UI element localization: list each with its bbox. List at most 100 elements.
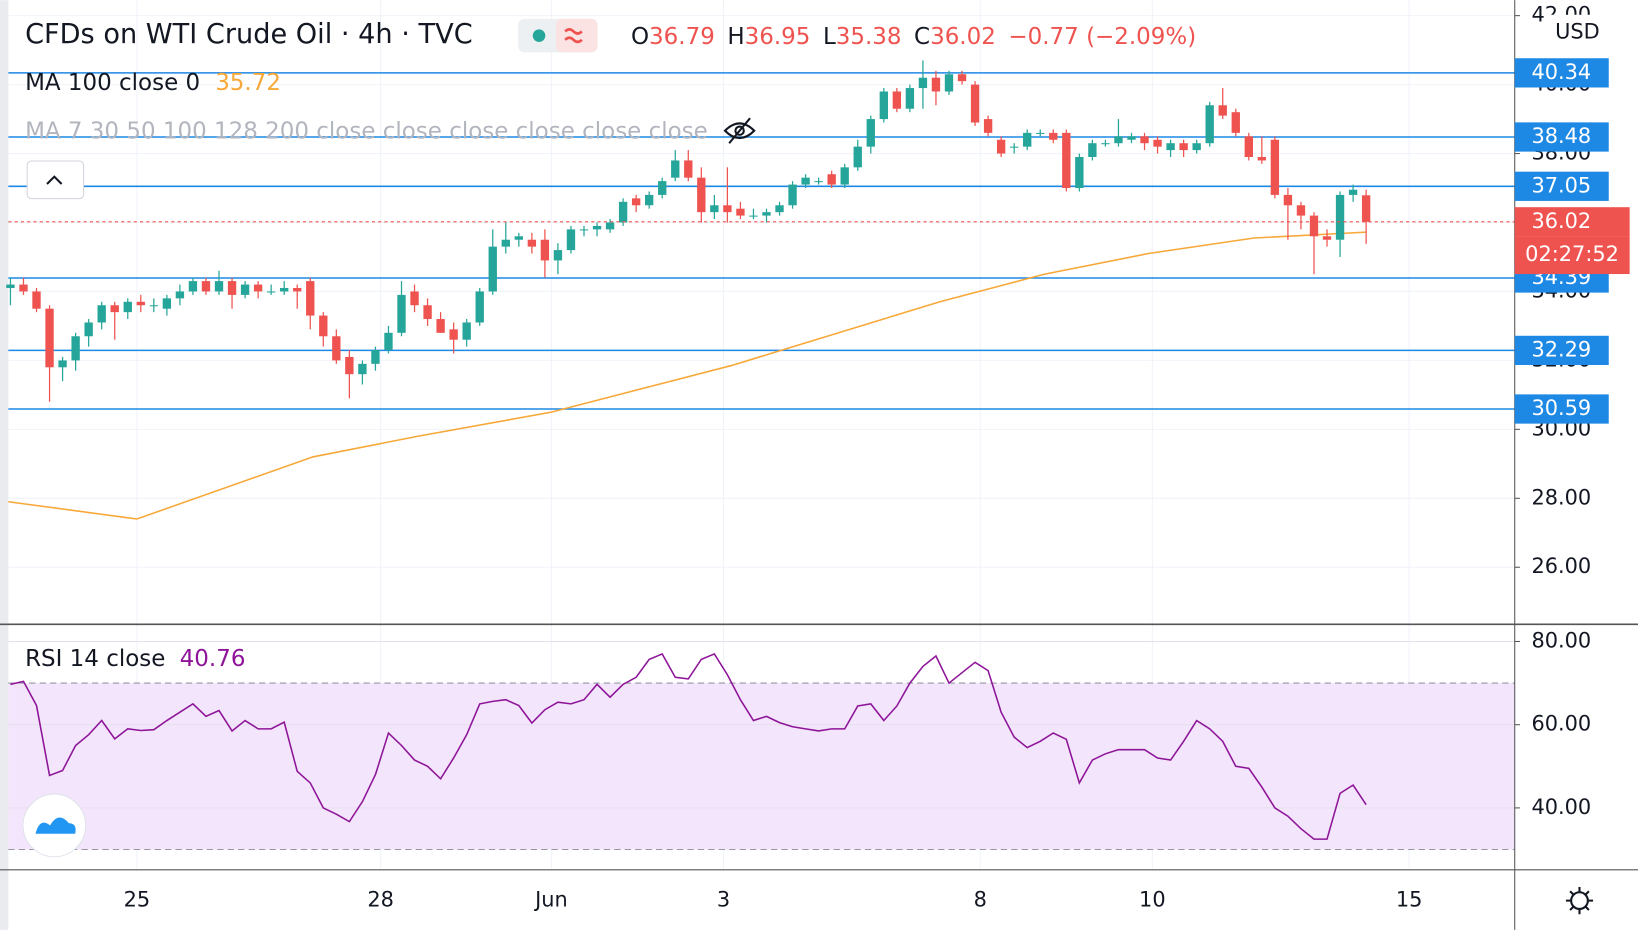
y-tick-label: 80.00 (1531, 628, 1591, 652)
candle-body (697, 177, 706, 213)
gear-teeth (1565, 887, 1594, 915)
ma-legend-value: 35.72 (215, 70, 281, 96)
eye-slash (728, 117, 751, 144)
candle-body (892, 91, 902, 109)
rsi-legend-name: RSI 14 close (25, 646, 165, 672)
candle-body (983, 119, 993, 133)
candle-body (319, 315, 328, 337)
candle-body (227, 281, 237, 295)
level-label-bg (1514, 58, 1609, 88)
level-label-bg (1514, 394, 1609, 424)
candle-body (1361, 195, 1371, 222)
x-tick-label: 8 (974, 888, 987, 912)
candle-body (1257, 156, 1267, 161)
logo-cloud (35, 817, 76, 834)
candle-body (371, 350, 380, 364)
chart-title: CFDs on WTI Crude Oil · 4h · TVC (25, 19, 473, 50)
candle-body (592, 225, 602, 230)
rsi-line (10, 652, 1367, 840)
y-tick-label: 26.00 (1531, 554, 1591, 578)
y-tick-label: 28.00 (1531, 485, 1591, 509)
ohlc-legend: O 36.79 H 36.95 L 35.38 C 36.02 −0.77 (−2.09%) (631, 24, 1196, 50)
candle-body (1283, 194, 1293, 206)
candle-body (957, 74, 967, 82)
ohlc-key: O (631, 24, 649, 50)
level-label-bg (1514, 335, 1609, 366)
candle-body (710, 205, 719, 213)
countdown-bg (1514, 236, 1630, 275)
candle-body (253, 284, 263, 292)
candle-body (671, 160, 680, 178)
candle-body (110, 305, 119, 313)
x-tick-label: 28 (367, 888, 394, 912)
candle-body (136, 301, 145, 306)
candle-body (853, 146, 862, 168)
candle-body (684, 160, 693, 178)
candle-body (345, 356, 354, 375)
candle-body (801, 177, 810, 185)
candle-body (423, 305, 432, 320)
level-label-bg (1514, 171, 1609, 201)
level-label: 30.59 (1531, 396, 1591, 420)
y-tick-label: 60.00 (1531, 712, 1591, 736)
candle-body (1335, 194, 1345, 240)
status-icon-bg (555, 18, 598, 53)
candle-body (1009, 146, 1019, 148)
ohlc-value: 36.95 (745, 24, 811, 50)
x-tick-label: Jun (533, 888, 568, 912)
logo[interactable] (22, 793, 87, 858)
candle-body (1036, 132, 1045, 134)
candle-body (658, 181, 667, 195)
candle-body (1023, 132, 1032, 147)
settings-gear[interactable] (1565, 887, 1594, 915)
candle-body (97, 305, 106, 323)
candle-body (566, 229, 576, 251)
plot-layer (6, 60, 1515, 840)
eye-pupil (734, 125, 745, 136)
candle-body (827, 174, 836, 185)
candle-body (162, 298, 172, 309)
collapse-chevron (46, 175, 63, 185)
candle-body (970, 84, 980, 123)
collapse-button-box (26, 160, 85, 200)
level-label-bg (1514, 122, 1609, 152)
candle-body (879, 91, 888, 120)
candle-body (1140, 136, 1149, 144)
candle-body (1192, 143, 1201, 151)
candle-body (149, 305, 159, 307)
x-tick-label: 25 (124, 888, 151, 912)
candle-body (540, 239, 550, 261)
candle-body (332, 336, 341, 361)
level-label: 40.34 (1531, 60, 1591, 84)
candle-body (384, 332, 393, 351)
collapse-button[interactable] (26, 160, 85, 200)
eye-off-icon[interactable] (723, 117, 756, 144)
last-price-bg (1514, 207, 1630, 237)
candle-body (436, 319, 445, 333)
candle-body (58, 360, 67, 368)
candle-body (749, 215, 758, 217)
currency-label: USD (1555, 20, 1600, 44)
candle-body (501, 239, 510, 247)
candle-body (1231, 112, 1240, 133)
candle-body (944, 74, 954, 92)
ohlc-value: 36.79 (649, 24, 715, 50)
level-label: 32.29 (1531, 337, 1591, 361)
rsi-band (8, 683, 1515, 850)
candle-body (188, 281, 198, 292)
status-icon (564, 28, 583, 44)
candle-body (397, 294, 406, 333)
ohlc-change: −0.77 (−2.09%) (1008, 24, 1196, 50)
candle-body (280, 287, 289, 292)
candle-body (1270, 139, 1280, 195)
rsi-legend-value: 40.76 (180, 646, 246, 672)
level-label: 38.48 (1531, 124, 1591, 148)
candle-body (645, 194, 654, 206)
candle-body (527, 239, 537, 247)
candle-body (201, 281, 211, 292)
candle-body (488, 246, 497, 292)
x-tick-label: 10 (1139, 888, 1166, 912)
candle-body (1062, 132, 1071, 189)
candle-body (84, 322, 93, 337)
candle-body (214, 281, 224, 292)
